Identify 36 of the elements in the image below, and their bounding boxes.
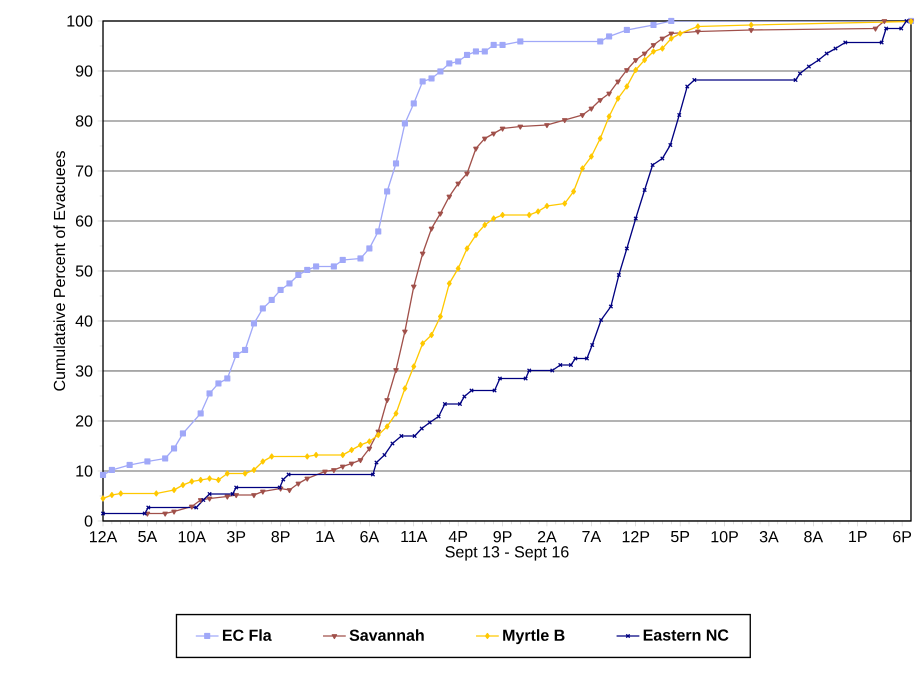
x-tick-label: 3P bbox=[227, 531, 246, 542]
x-tick-label: 7A bbox=[582, 531, 602, 542]
x-tick-label: 9P bbox=[494, 531, 512, 542]
x-tick-label: 11A bbox=[401, 531, 428, 542]
x-tick-label: 12A bbox=[90, 531, 118, 542]
y-tick-label: 30 bbox=[76, 365, 92, 377]
y-tick-label: 20 bbox=[76, 415, 92, 427]
x-tick-label: 3A bbox=[760, 531, 779, 542]
legend-label: Eastern NC bbox=[644, 629, 728, 641]
x-tick-label: 10A bbox=[178, 531, 206, 542]
y-tick-label: 10 bbox=[76, 465, 92, 477]
x-tick-label: 1P bbox=[849, 531, 867, 542]
y-tick-label: 80 bbox=[76, 115, 92, 127]
y-tick-label: 0 bbox=[84, 515, 92, 527]
x-tick-label: 8P bbox=[271, 531, 290, 542]
x-tick-label: 2A bbox=[538, 531, 557, 542]
legend-label: EC Fla bbox=[222, 629, 272, 641]
x-axis-title: Sept 13 - Sept 16 bbox=[445, 546, 569, 561]
x-tick-label: 4P bbox=[448, 531, 468, 542]
x-tick-label: 10P bbox=[712, 531, 738, 542]
x-tick-label: 8A bbox=[804, 531, 824, 542]
x-tick-label: 5A bbox=[138, 531, 158, 542]
y-tick-label: 100 bbox=[67, 15, 92, 27]
legend-label: Myrtle B bbox=[503, 629, 565, 644]
x-tick-label: 12P bbox=[622, 531, 650, 542]
x-tick-label: 1A bbox=[316, 531, 335, 542]
x-tick-label: 6A bbox=[360, 531, 380, 542]
y-tick-label: 50 bbox=[76, 265, 92, 277]
x-tick-label: 5P bbox=[671, 531, 690, 542]
x-tick-label: 6P bbox=[893, 531, 912, 542]
y-tick-label: 40 bbox=[76, 315, 92, 327]
legend-label: Savannah bbox=[350, 629, 424, 641]
y-tick-label: 90 bbox=[76, 65, 92, 77]
y-axis-title: Cumulataive Percent of Evacuees bbox=[53, 151, 66, 391]
y-tick-label: 60 bbox=[76, 215, 92, 227]
y-tick-label: 70 bbox=[76, 165, 92, 177]
